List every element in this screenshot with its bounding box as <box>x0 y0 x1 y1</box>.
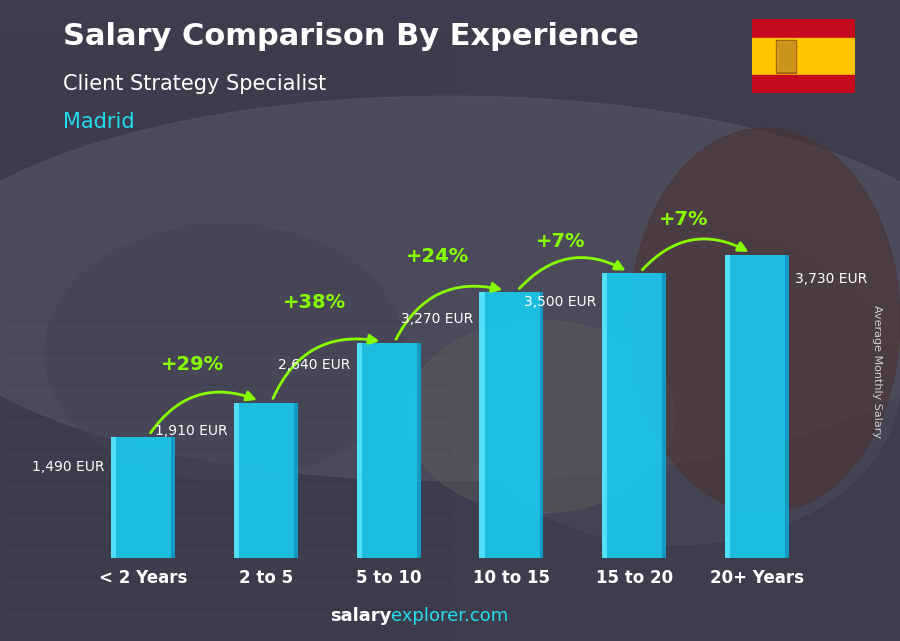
Bar <box>0 64 450 96</box>
Polygon shape <box>356 344 362 558</box>
Text: 3,270 EUR: 3,270 EUR <box>401 312 473 326</box>
Polygon shape <box>539 292 544 558</box>
Bar <box>0 385 450 417</box>
Bar <box>0 192 450 224</box>
Bar <box>778 41 795 71</box>
Bar <box>0 353 450 385</box>
Bar <box>0 320 450 353</box>
Polygon shape <box>111 437 116 558</box>
Ellipse shape <box>630 128 900 513</box>
Bar <box>0 224 450 256</box>
Bar <box>752 19 855 38</box>
Text: Client Strategy Specialist: Client Strategy Specialist <box>63 74 326 94</box>
Bar <box>0 449 450 481</box>
Ellipse shape <box>450 224 900 545</box>
Bar <box>0 32 450 64</box>
Bar <box>0 288 450 320</box>
Text: 2,640 EUR: 2,640 EUR <box>278 358 350 372</box>
Polygon shape <box>293 403 298 558</box>
Text: +29%: +29% <box>160 355 223 374</box>
Text: 1,490 EUR: 1,490 EUR <box>32 460 104 474</box>
Polygon shape <box>480 292 544 558</box>
Text: 3,500 EUR: 3,500 EUR <box>524 295 596 309</box>
Text: 1,910 EUR: 1,910 EUR <box>155 424 228 438</box>
Polygon shape <box>356 344 420 558</box>
Polygon shape <box>480 292 484 558</box>
Text: Salary Comparison By Experience: Salary Comparison By Experience <box>63 22 639 51</box>
Polygon shape <box>725 255 730 558</box>
Text: +38%: +38% <box>284 294 346 312</box>
Text: +7%: +7% <box>659 210 708 229</box>
Bar <box>0 96 450 128</box>
Bar <box>752 74 855 93</box>
Polygon shape <box>234 403 238 558</box>
Text: +24%: +24% <box>406 247 469 266</box>
Bar <box>0 160 450 192</box>
Bar <box>0 128 450 160</box>
Text: Madrid: Madrid <box>63 112 135 132</box>
Bar <box>0 609 450 641</box>
Text: 3,730 EUR: 3,730 EUR <box>796 272 868 286</box>
Bar <box>0 545 450 577</box>
Ellipse shape <box>45 224 405 481</box>
Polygon shape <box>662 274 666 558</box>
Bar <box>752 38 855 74</box>
Text: Average Monthly Salary: Average Monthly Salary <box>872 305 883 438</box>
Polygon shape <box>417 344 420 558</box>
Bar <box>0 0 450 32</box>
Polygon shape <box>171 437 175 558</box>
Polygon shape <box>111 437 175 558</box>
Bar <box>0 417 450 449</box>
Polygon shape <box>725 255 789 558</box>
Ellipse shape <box>405 320 675 513</box>
Bar <box>776 40 796 72</box>
Polygon shape <box>786 255 789 558</box>
Polygon shape <box>234 403 298 558</box>
Text: +7%: +7% <box>536 232 585 251</box>
Polygon shape <box>602 274 666 558</box>
Bar <box>0 481 450 513</box>
Polygon shape <box>602 274 608 558</box>
Ellipse shape <box>0 96 900 481</box>
Bar <box>0 256 450 288</box>
Text: explorer.com: explorer.com <box>392 607 508 625</box>
Bar <box>0 577 450 609</box>
Text: salary: salary <box>330 607 392 625</box>
Bar <box>0 513 450 545</box>
